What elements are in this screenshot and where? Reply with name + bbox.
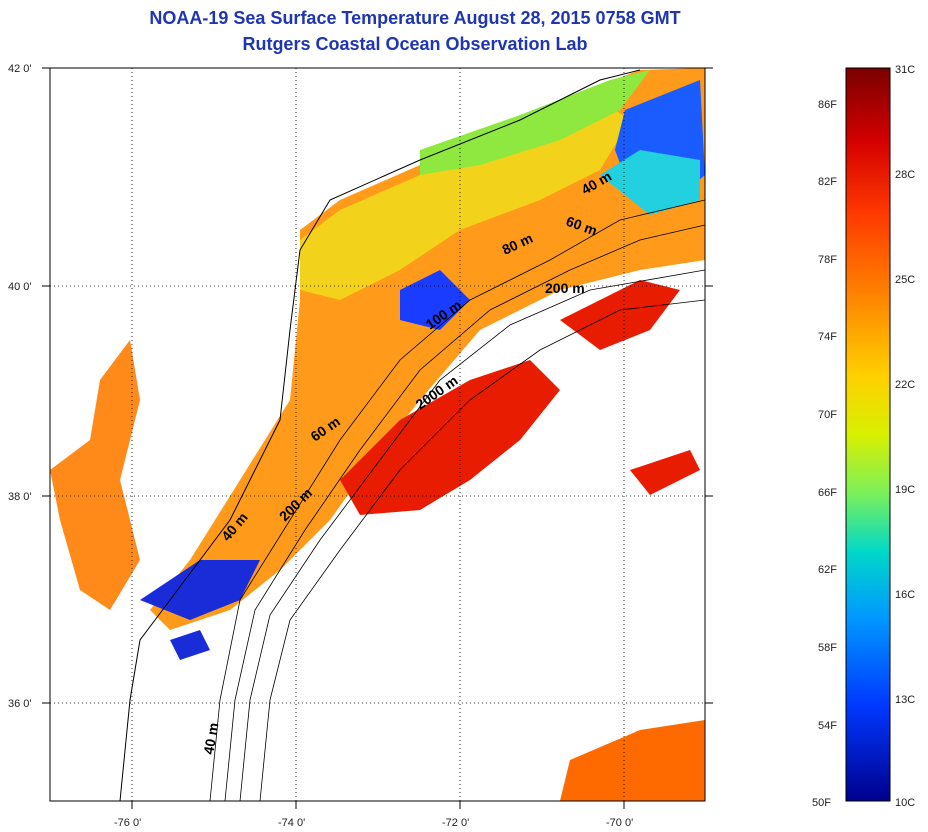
f-label: 54F [818,720,837,732]
f-label: 62F [818,564,837,576]
chesapeake-bay [50,340,140,610]
depth-label-40m-hatteras: 40 m [200,721,221,755]
cyan-band [600,150,700,215]
green-nearshore [420,70,650,175]
depth-label-200m: 200 m [545,280,585,296]
lon-label-72: -72 0' [442,817,469,829]
shelf-water [150,68,705,630]
map-title: NOAA-19 Sea Surface Temperature August 2… [149,8,681,28]
c-label: 19C [895,484,915,496]
f-label: 74F [818,331,837,343]
f-label: 78F [818,254,837,266]
colorbar-c-labels: 31C 28C 25C 22C 19C 16C 13C 10C [895,64,915,809]
c-label: 25C [895,274,915,286]
map-subtitle: Rutgers Coastal Ocean Observation Lab [242,34,588,54]
f-label: 82F [818,176,837,188]
lat-label-42: 42 0' [8,63,32,75]
f-label: 50F [812,797,831,809]
lat-label-38: 38 0' [8,491,32,503]
map-frame [49,67,706,802]
lat-label-40: 40 0' [8,281,32,293]
c-label: 16C [895,589,915,601]
lon-label-70: -70 0' [606,817,633,829]
f-label: 66F [818,487,837,499]
colorbar-f-labels: 86F 82F 78F 74F 70F 66F 62F 58F 54F 50F [812,99,837,809]
c-label: 31C [895,64,915,76]
f-label: 58F [818,642,837,654]
f-label: 86F [818,99,837,111]
c-label: 28C [895,169,915,181]
bathymetry-contours [209,199,705,801]
yellow-band [300,100,630,300]
coastline [119,69,641,801]
c-label: 13C [895,694,915,706]
c-label: 22C [895,379,915,391]
shelf-break-cold [140,560,260,620]
lon-label-76: -76 0' [114,817,141,829]
f-label: 70F [818,409,837,421]
lat-label-36: 36 0' [8,698,32,710]
colorbar [845,67,891,802]
c-label: 10C [895,797,915,809]
lon-label-74: -74 0' [278,817,305,829]
map-imagery: 40 m 60 m 80 m 100 m 200 m 2000 m 60 m 2… [50,68,705,801]
axis-ticks [42,67,713,809]
